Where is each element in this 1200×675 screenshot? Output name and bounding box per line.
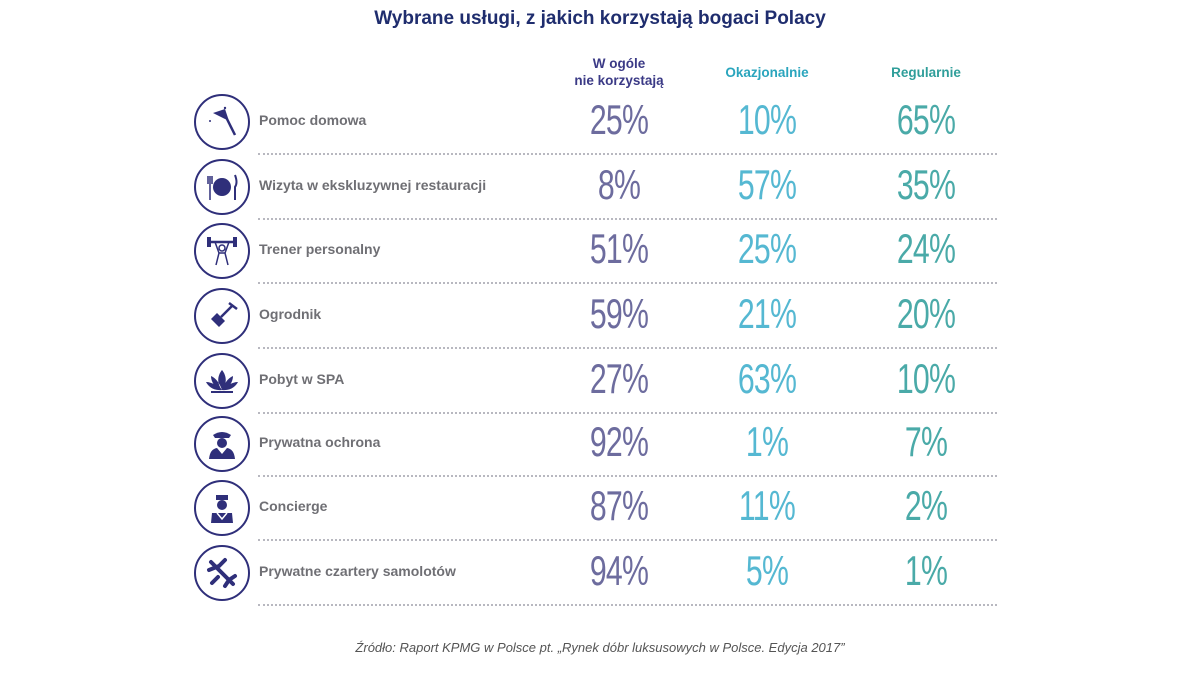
- security-guard-icon: [194, 416, 250, 472]
- table-row: Prywatne czartery samolotów 94% 5% 1%: [190, 543, 1000, 607]
- source-note: Źródło: Raport KPMG w Polsce pt. „Rynek …: [355, 640, 845, 655]
- plate-cutlery-icon: [194, 159, 250, 215]
- table-row: Pobyt w SPA 27% 63% 10%: [190, 351, 1000, 415]
- dotted-divider: [258, 218, 997, 220]
- header-line: nie korzystają: [574, 73, 664, 88]
- dotted-divider: [258, 475, 997, 477]
- value-occasionally: 5%: [745, 547, 789, 594]
- table-row: Wizyta w ekskluzywnej restauracji 8% 57%…: [190, 157, 1000, 221]
- value-never: 59%: [589, 290, 649, 337]
- value-never: 27%: [589, 355, 649, 402]
- value-regularly: 35%: [896, 161, 956, 208]
- dotted-divider: [258, 282, 997, 284]
- value-regularly: 1%: [904, 547, 948, 594]
- concierge-icon: [194, 480, 250, 536]
- lotus-icon: [194, 353, 250, 409]
- chart-title: Wybrane usługi, z jakich korzystają boga…: [374, 8, 826, 29]
- table-row: Pomoc domowa 25% 10% 65%: [190, 92, 1000, 156]
- dotted-divider: [258, 604, 997, 606]
- value-never: 92%: [589, 418, 649, 465]
- value-never: 25%: [589, 96, 649, 143]
- table-row: Ogrodnik 59% 21% 20%: [190, 286, 1000, 350]
- dotted-divider: [258, 412, 997, 414]
- dotted-divider: [258, 153, 997, 155]
- shovel-icon: [194, 288, 250, 344]
- row-label: Pobyt w SPA: [259, 371, 345, 387]
- feather-duster-icon: [194, 94, 250, 150]
- value-regularly: 2%: [904, 482, 948, 529]
- airplane-icon: [194, 545, 250, 601]
- row-label: Prywatne czartery samolotów: [259, 563, 456, 579]
- header-line: W ogóle: [592, 56, 646, 71]
- column-header-regularly: Regularnie: [891, 65, 961, 80]
- value-occasionally: 25%: [737, 225, 797, 272]
- value-regularly: 65%: [896, 96, 956, 143]
- value-regularly: 20%: [896, 290, 956, 337]
- table-row: Concierge 87% 11% 2%: [190, 478, 1000, 542]
- value-never: 51%: [589, 225, 649, 272]
- row-label: Ogrodnik: [259, 306, 322, 322]
- value-occasionally: 11%: [738, 482, 796, 529]
- value-regularly: 10%: [896, 355, 956, 402]
- value-occasionally: 10%: [737, 96, 797, 143]
- row-label: Pomoc domowa: [259, 112, 367, 128]
- value-never: 87%: [589, 482, 649, 529]
- row-label: Wizyta w ekskluzywnej restauracji: [259, 177, 487, 193]
- value-occasionally: 1%: [745, 418, 789, 465]
- row-label: Trener personalny: [259, 241, 381, 257]
- dotted-divider: [258, 347, 997, 349]
- row-label: Prywatna ochrona: [259, 434, 381, 450]
- value-never: 94%: [589, 547, 649, 594]
- value-never: 8%: [597, 161, 641, 208]
- column-header-occasionally: Okazjonalnie: [725, 65, 809, 80]
- table-row: Trener personalny 51% 25% 24%: [190, 221, 1000, 285]
- row-label: Concierge: [259, 498, 328, 514]
- table-row: Prywatna ochrona 92% 1% 7%: [190, 414, 1000, 478]
- value-occasionally: 57%: [737, 161, 797, 208]
- weightlifter-icon: [194, 223, 250, 279]
- value-regularly: 7%: [904, 418, 948, 465]
- value-occasionally: 63%: [737, 355, 797, 402]
- column-header-never: W ogóle nie korzystają: [539, 55, 699, 89]
- value-regularly: 24%: [896, 225, 956, 272]
- value-occasionally: 21%: [737, 290, 797, 337]
- dotted-divider: [258, 539, 997, 541]
